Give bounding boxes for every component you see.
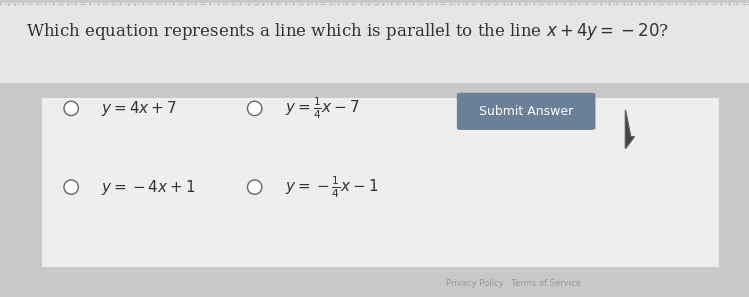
FancyBboxPatch shape bbox=[0, 3, 749, 83]
Polygon shape bbox=[625, 110, 634, 148]
Ellipse shape bbox=[247, 101, 262, 116]
Text: $y = 4x + 7$: $y = 4x + 7$ bbox=[101, 99, 177, 118]
Ellipse shape bbox=[247, 180, 262, 194]
Text: $y = \frac{1}{4}x - 7$: $y = \frac{1}{4}x - 7$ bbox=[285, 96, 360, 121]
FancyBboxPatch shape bbox=[457, 93, 595, 130]
Ellipse shape bbox=[64, 101, 79, 116]
Ellipse shape bbox=[64, 180, 79, 194]
Text: Which equation represents a line which is parallel to the line $x + 4y = -20$?: Which equation represents a line which i… bbox=[26, 21, 669, 42]
Text: Privacy Policy   Terms of Service: Privacy Policy Terms of Service bbox=[446, 279, 580, 288]
Text: $y = -4x + 1$: $y = -4x + 1$ bbox=[101, 178, 195, 197]
FancyBboxPatch shape bbox=[41, 97, 719, 267]
Text: $y = -\frac{1}{4}x - 1$: $y = -\frac{1}{4}x - 1$ bbox=[285, 174, 378, 200]
Text: Submit Answer: Submit Answer bbox=[479, 105, 573, 118]
